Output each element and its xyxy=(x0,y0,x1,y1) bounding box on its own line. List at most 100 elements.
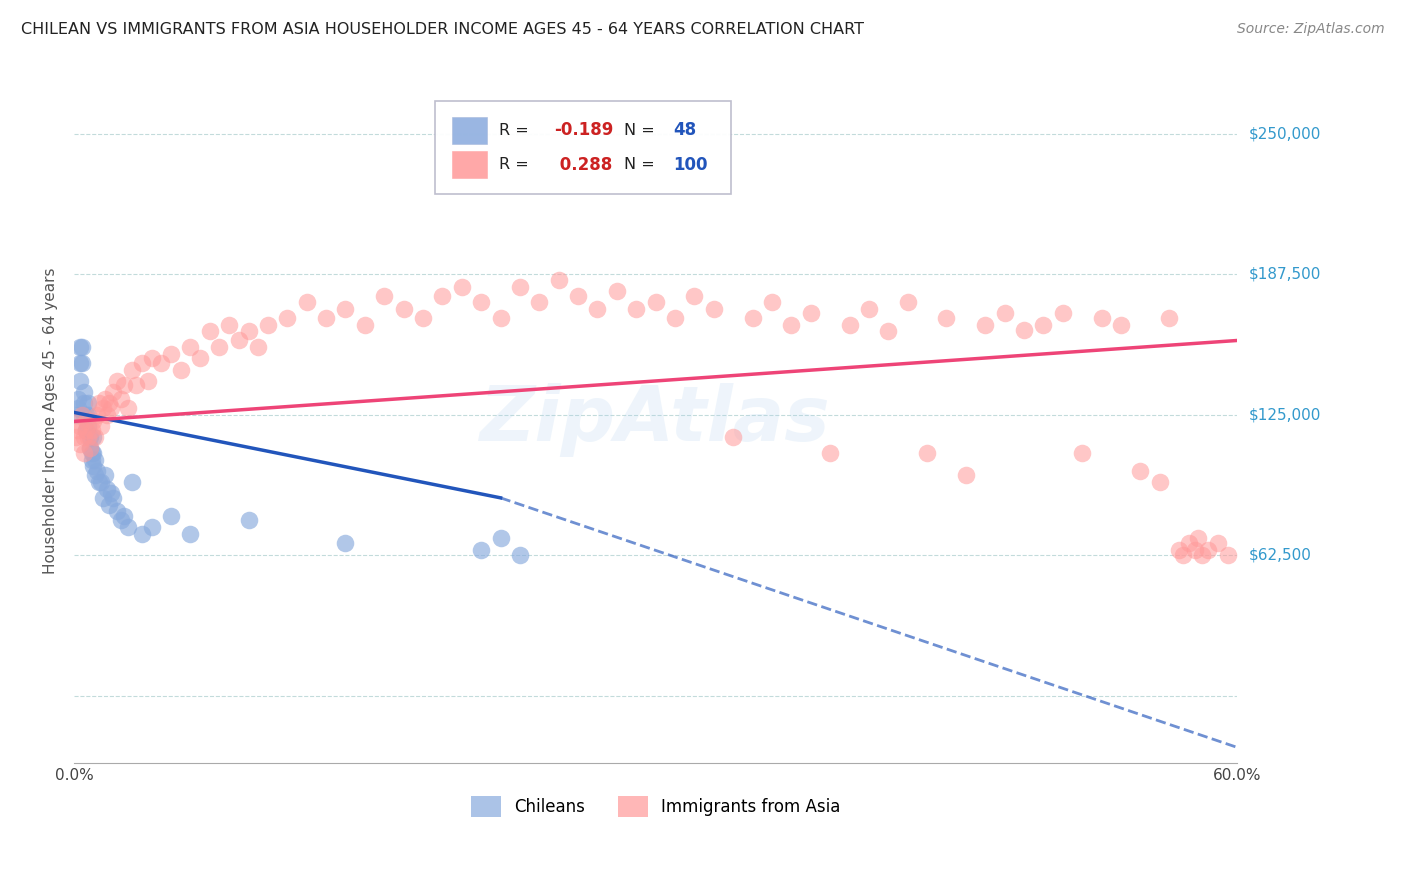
Point xyxy=(66,392,89,406)
Point xyxy=(80,452,103,467)
Point xyxy=(1071,446,1094,460)
Point xyxy=(703,301,725,316)
Point xyxy=(94,468,117,483)
Point xyxy=(721,430,744,444)
Point xyxy=(198,325,221,339)
Point xyxy=(98,498,121,512)
Point xyxy=(315,310,337,325)
Point xyxy=(160,508,183,523)
Point xyxy=(70,408,93,422)
Point xyxy=(276,310,298,325)
Point xyxy=(65,430,87,444)
Point xyxy=(489,310,512,325)
Point xyxy=(73,430,96,444)
Point xyxy=(626,301,648,316)
Point xyxy=(567,288,589,302)
Point xyxy=(69,437,91,451)
Point xyxy=(208,340,231,354)
Text: R =: R = xyxy=(499,157,533,172)
Point xyxy=(110,513,132,527)
Point xyxy=(170,362,193,376)
Point xyxy=(141,351,163,366)
Text: -0.189: -0.189 xyxy=(554,121,614,139)
Point xyxy=(70,340,93,354)
Point xyxy=(117,520,139,534)
Point xyxy=(84,430,107,444)
Point xyxy=(101,385,124,400)
Point xyxy=(228,334,250,348)
Point xyxy=(75,408,97,422)
Point xyxy=(131,526,153,541)
Point xyxy=(1052,306,1074,320)
Point xyxy=(76,430,98,444)
Point xyxy=(335,536,357,550)
Text: $62,500: $62,500 xyxy=(1249,548,1312,563)
Point xyxy=(1149,475,1171,489)
Point xyxy=(82,459,104,474)
Point xyxy=(66,424,89,438)
Point xyxy=(450,279,472,293)
Point xyxy=(73,385,96,400)
Point xyxy=(606,284,628,298)
Point xyxy=(82,414,104,428)
Point xyxy=(73,446,96,460)
Text: 48: 48 xyxy=(673,121,696,139)
Point xyxy=(257,318,280,332)
Point xyxy=(110,392,132,406)
Point xyxy=(1191,548,1213,562)
Point xyxy=(218,318,240,332)
Text: N =: N = xyxy=(624,157,661,172)
Point xyxy=(955,468,977,483)
Point xyxy=(94,392,117,406)
Point xyxy=(1090,310,1112,325)
Point xyxy=(509,279,531,293)
Point xyxy=(897,295,920,310)
Text: 100: 100 xyxy=(673,155,707,174)
Point xyxy=(89,475,111,489)
Point xyxy=(1184,542,1206,557)
Point xyxy=(90,418,112,433)
Point xyxy=(82,446,104,460)
Point xyxy=(131,356,153,370)
Point xyxy=(75,414,97,428)
Point xyxy=(91,491,114,505)
Bar xyxy=(453,117,486,144)
Point xyxy=(91,401,114,415)
Point xyxy=(432,288,454,302)
Point xyxy=(86,464,108,478)
Point xyxy=(1168,542,1191,557)
Text: Source: ZipAtlas.com: Source: ZipAtlas.com xyxy=(1237,22,1385,37)
Point xyxy=(66,401,89,415)
Point xyxy=(84,452,107,467)
Point xyxy=(683,288,706,302)
Point xyxy=(84,468,107,483)
Point xyxy=(780,318,803,332)
Point xyxy=(100,401,122,415)
Bar xyxy=(453,151,486,178)
Point xyxy=(664,310,686,325)
Point xyxy=(73,408,96,422)
Point xyxy=(354,318,377,332)
Point xyxy=(117,401,139,415)
Point xyxy=(838,318,860,332)
Point xyxy=(1129,464,1152,478)
Point xyxy=(79,442,101,456)
Point xyxy=(101,491,124,505)
Point xyxy=(141,520,163,534)
Text: $187,500: $187,500 xyxy=(1249,267,1320,282)
Point xyxy=(741,310,763,325)
Text: $250,000: $250,000 xyxy=(1249,126,1320,141)
Point xyxy=(69,418,91,433)
Point xyxy=(1216,548,1239,562)
Point xyxy=(114,378,136,392)
Point xyxy=(96,482,118,496)
Point xyxy=(96,408,118,422)
Point xyxy=(915,446,938,460)
Point xyxy=(179,340,201,354)
Text: R =: R = xyxy=(499,123,533,137)
Point xyxy=(79,442,101,456)
Point xyxy=(1177,536,1199,550)
Point xyxy=(529,295,551,310)
Point xyxy=(70,356,93,370)
Point xyxy=(877,325,900,339)
